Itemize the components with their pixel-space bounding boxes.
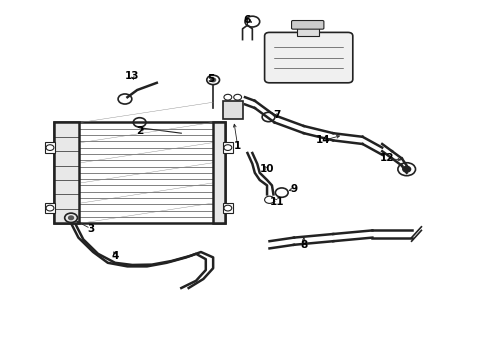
Bar [54,122,225,223]
Bar [213,122,225,223]
Bar [223,203,233,213]
Bar [45,142,55,153]
Text: 6: 6 [244,15,251,25]
Text: 5: 5 [207,74,214,84]
Text: 9: 9 [291,184,297,194]
Bar [54,122,79,223]
Text: 2: 2 [136,126,143,136]
Circle shape [403,166,411,172]
Text: 10: 10 [260,164,274,174]
Text: 8: 8 [300,240,307,250]
Text: 3: 3 [87,224,94,234]
Circle shape [69,216,74,220]
Text: 4: 4 [111,251,119,261]
Bar [223,142,233,153]
Text: 11: 11 [270,197,284,207]
Text: 7: 7 [273,110,281,120]
Text: 12: 12 [380,153,394,163]
Circle shape [211,78,216,82]
FancyBboxPatch shape [292,21,324,29]
Bar [297,27,319,36]
Text: 1: 1 [234,141,241,151]
Text: 13: 13 [125,71,140,81]
Bar [45,203,55,213]
Text: 14: 14 [316,135,331,145]
Bar [223,101,243,119]
FancyBboxPatch shape [265,32,353,83]
